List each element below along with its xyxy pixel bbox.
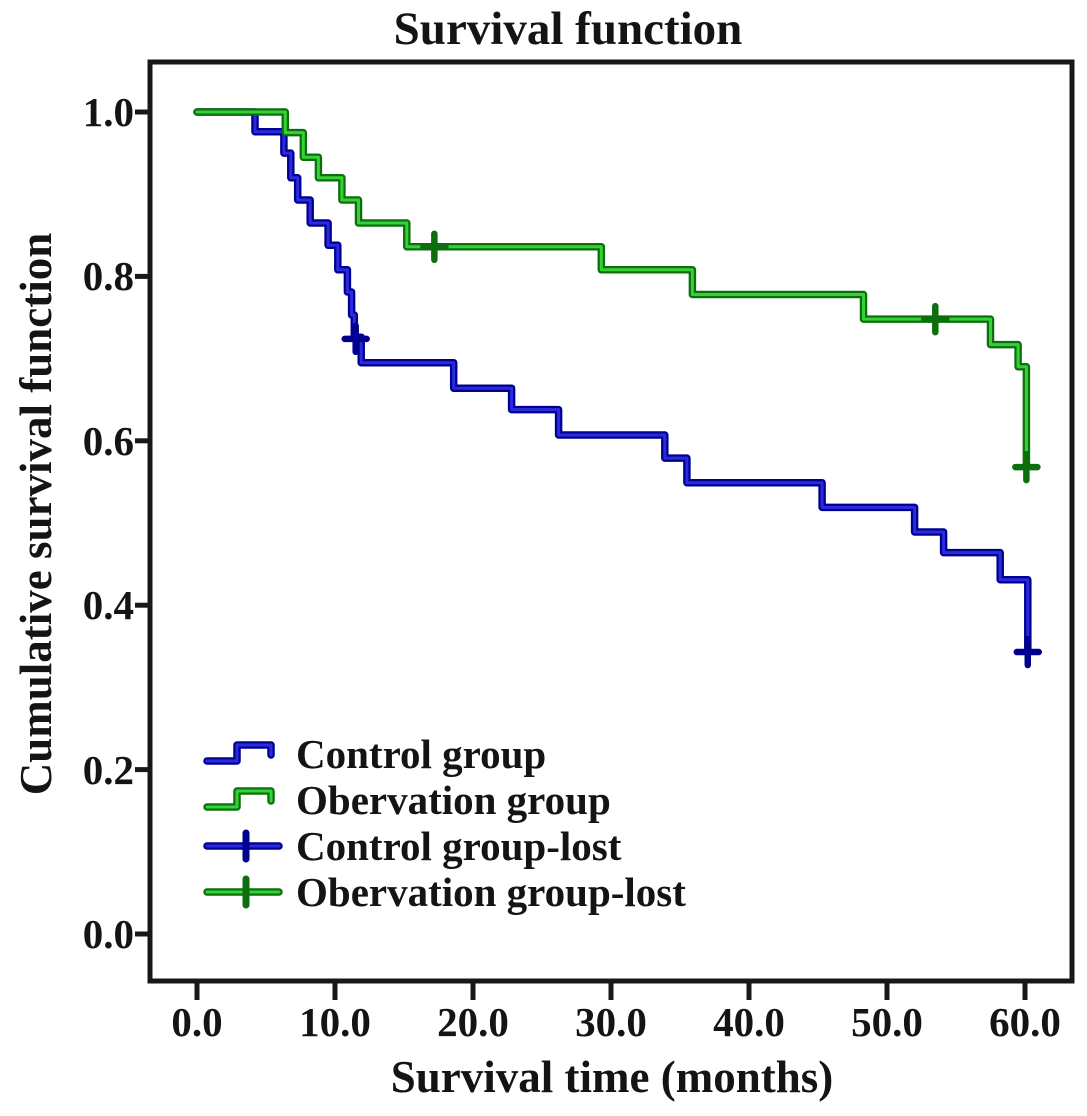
y-axis-title: Cumulative survival function bbox=[11, 232, 61, 796]
control-group-step-icon bbox=[203, 741, 275, 765]
legend: Control group Obervation group Control g… bbox=[203, 731, 686, 915]
control-group-censor-mark bbox=[1013, 635, 1043, 669]
legend-label: Control group-lost bbox=[296, 823, 622, 869]
x-tick-label: 60.0 bbox=[989, 999, 1061, 1045]
control-group-curve bbox=[193, 108, 1043, 669]
legend-item-control-group-lost: Control group-lost bbox=[203, 823, 686, 869]
obervation-group-censor-mark bbox=[420, 230, 449, 264]
legend-label: Obervation group-lost bbox=[296, 869, 686, 915]
obervation-group-censor-mark bbox=[921, 302, 950, 336]
y-tick-label: 0.0 bbox=[82, 911, 134, 957]
x-tick-label: 0.0 bbox=[171, 999, 223, 1045]
legend-item-obervation-group: Obervation group bbox=[203, 777, 686, 823]
obervation-group-curve bbox=[193, 108, 1041, 484]
obervation-group-step-icon bbox=[203, 787, 275, 811]
y-tick-label: 1.0 bbox=[82, 89, 134, 135]
legend-item-obervation-group-lost: Obervation group-lost bbox=[203, 869, 686, 915]
y-tick-label: 0.2 bbox=[82, 746, 134, 793]
x-tick-label: 50.0 bbox=[851, 999, 923, 1045]
x-tick-label: 40.0 bbox=[713, 999, 785, 1045]
x-tick-label: 20.0 bbox=[437, 999, 509, 1045]
control-group-censor-mark bbox=[341, 322, 370, 356]
legend-item-control-group: Control group bbox=[203, 731, 686, 777]
obervation-group-censor-mark bbox=[1012, 450, 1041, 484]
plot-frame bbox=[147, 59, 1075, 984]
x-tick-label: 10.0 bbox=[299, 999, 371, 1045]
legend-label: Control group bbox=[296, 731, 547, 777]
legend-label: Obervation group bbox=[296, 777, 611, 823]
y-tick-label: 0.6 bbox=[82, 417, 134, 464]
x-tick-label: 30.0 bbox=[575, 999, 647, 1045]
y-tick-label: 0.4 bbox=[82, 582, 134, 629]
y-tick-label: 0.8 bbox=[82, 253, 134, 300]
obervation-group-censor-plus-icon bbox=[203, 875, 283, 909]
chart-title: Survival function bbox=[393, 3, 743, 55]
x-axis-title: Survival time (months) bbox=[390, 1052, 834, 1102]
control-group-censor-plus-icon bbox=[203, 829, 283, 863]
